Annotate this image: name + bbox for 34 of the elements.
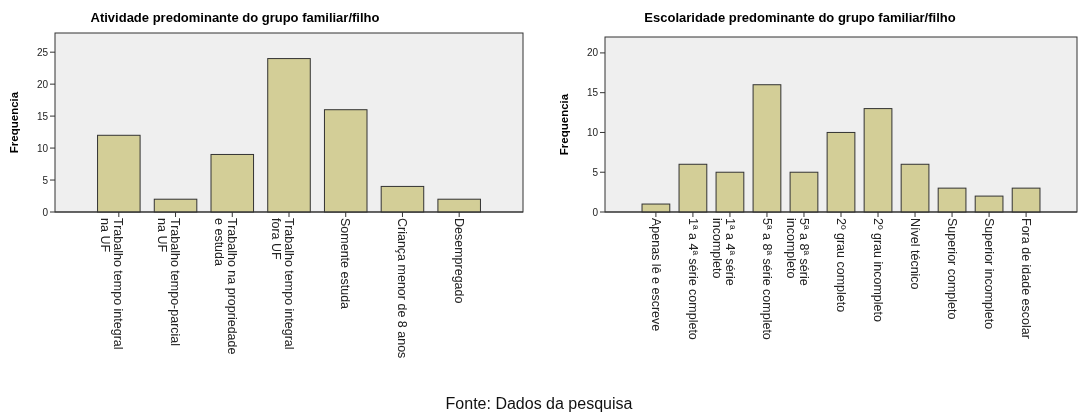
y-tick-label: 10 [586, 126, 599, 138]
y-tick-label: 20 [586, 47, 599, 59]
x-tick-label: Superior completo [944, 218, 959, 320]
x-tick-label: Somente estuda [338, 218, 353, 310]
x-tick-label: 2º grau incompleto [870, 218, 885, 322]
x-tick-label: Trabalho na propriedade e estuda [211, 218, 239, 355]
chart-title: Atividade predominante do grupo familiar/filho [90, 10, 380, 25]
x-tick-label: Trabalho tempo integral fora UF [268, 218, 296, 350]
x-tick-label: 5ª a 8ª série incompleto [783, 218, 811, 286]
y-axis-title: Frequencia [8, 91, 20, 154]
x-tick-label: 5ª a 8ª série completo [759, 218, 774, 340]
x-tick-label: 2º grau completo [833, 218, 848, 313]
x-tick-label: 1ª a 4ª série completo [685, 218, 700, 340]
y-tick-label: 15 [36, 110, 49, 122]
x-tick-label: Trabalho tempo integral na UF [98, 218, 126, 350]
x-tick-label: Trabalho tempo-parcial na UF [155, 218, 183, 347]
x-tick-label: Apenas lê e escreve [648, 218, 663, 332]
x-tick-label: Superior incompleto [981, 218, 996, 330]
y-tick-label: 20 [36, 78, 49, 90]
y-tick-label: 0 [42, 206, 49, 218]
x-tick-label: Criança menor de 8 anos [395, 218, 410, 359]
chart-title: Escolaridade predominante do grupo familiar/filho [644, 10, 956, 25]
y-tick-label: 0 [592, 206, 599, 218]
y-tick-label: 5 [592, 166, 599, 178]
x-tick-label: Desempregado [451, 218, 466, 304]
source-note: Fonte: Dados da pesquisa [445, 395, 633, 412]
x-tick-label: Fora de idade escolar [1018, 218, 1033, 339]
y-tick-label: 15 [586, 87, 599, 99]
y-tick-label: 5 [42, 174, 49, 186]
y-axis-title: Frequencia [558, 93, 570, 156]
x-tick-label: 1ª a 4ª série incompleto [709, 218, 737, 286]
x-tick-label: Nível técnico [907, 218, 922, 290]
y-tick-label: 25 [36, 46, 49, 58]
y-tick-label: 10 [36, 142, 49, 154]
